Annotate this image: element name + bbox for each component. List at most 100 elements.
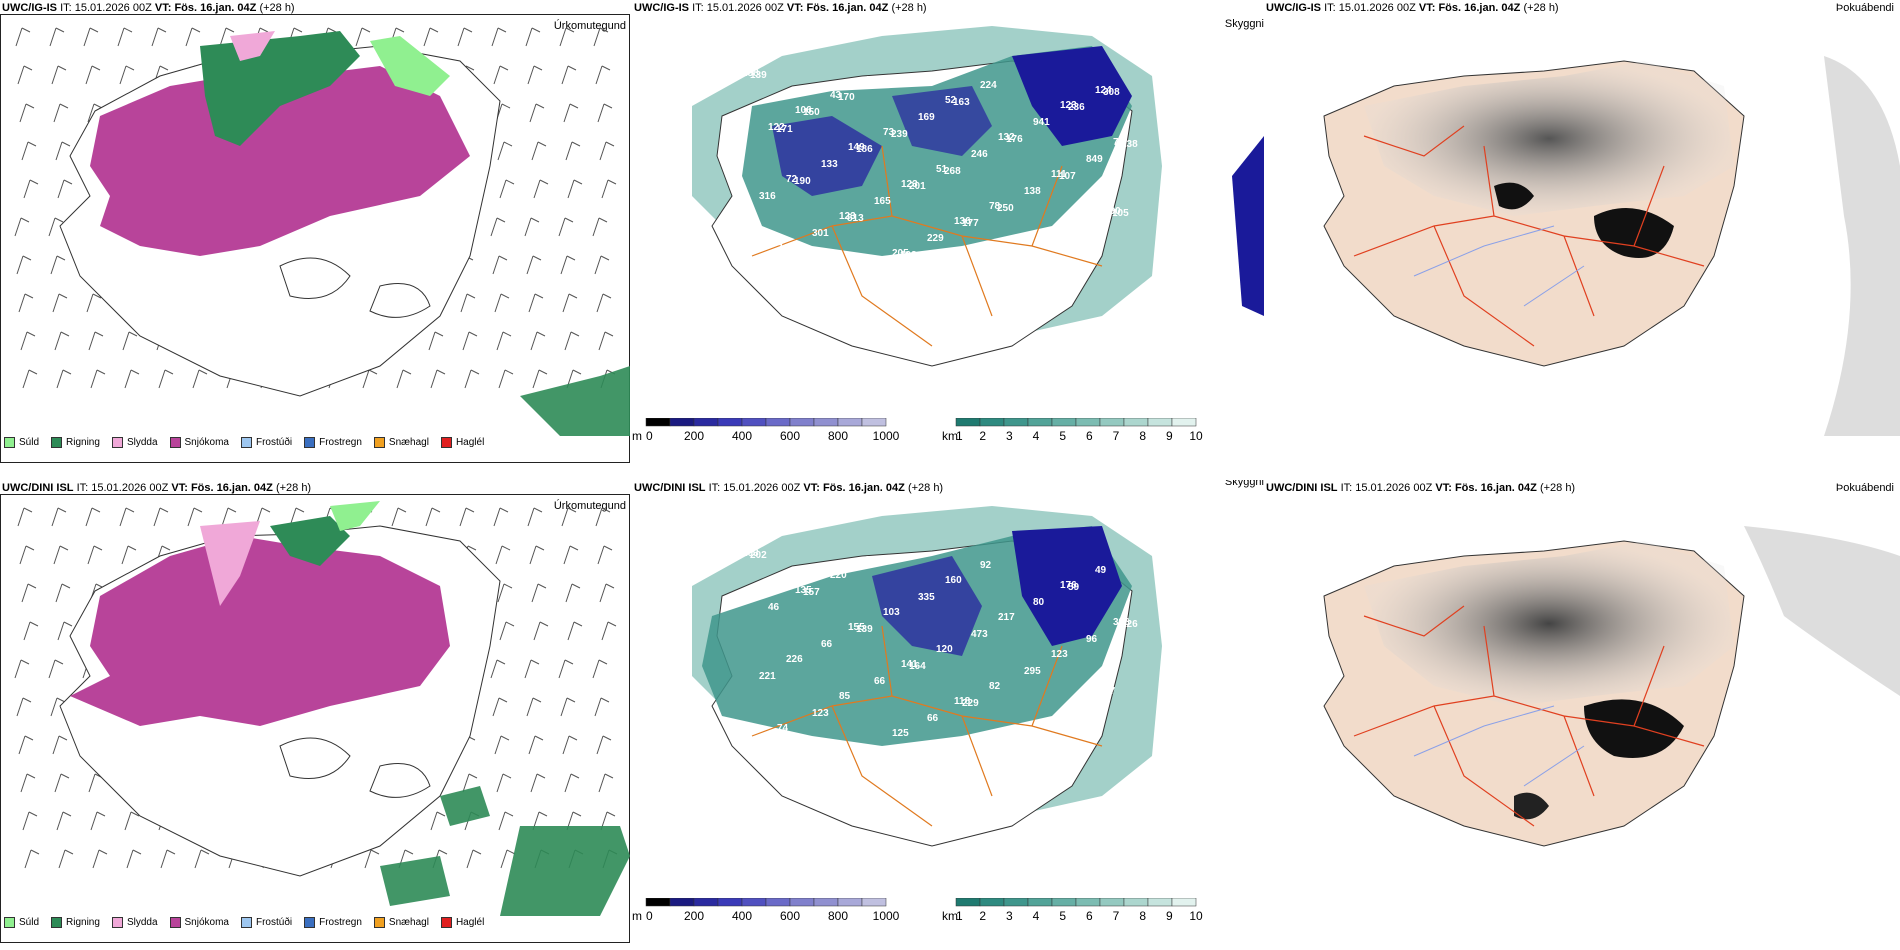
wind-barb bbox=[423, 27, 439, 47]
forecast-row-1: UWC/IG-IS IT: 15.01.2026 00Z VT: Fös. 16… bbox=[0, 0, 1900, 470]
wind-barb bbox=[19, 103, 35, 123]
colorbar-segment bbox=[669, 417, 695, 427]
visibility-value-label: 66 bbox=[874, 676, 886, 687]
colorbar-tick-label: 400 bbox=[732, 909, 752, 923]
precip-map[interactable] bbox=[0, 16, 630, 436]
precip-legend-label: Súld bbox=[19, 916, 40, 928]
colorbar-segment bbox=[1075, 897, 1101, 907]
visibility-value-label: 211 bbox=[1077, 703, 1094, 714]
wind-barb bbox=[58, 849, 74, 869]
wind-barb bbox=[530, 773, 546, 793]
dew-map[interactable] bbox=[1264, 496, 1900, 916]
wind-barb bbox=[457, 27, 473, 47]
colorbar-segment bbox=[717, 417, 743, 427]
precip-legend-swatch bbox=[4, 916, 15, 928]
visibility-value-label: 74 bbox=[777, 243, 789, 254]
rain-south-patches bbox=[380, 786, 630, 916]
wind-barb bbox=[16, 255, 32, 275]
colorbar-segment bbox=[789, 417, 815, 427]
visibility-map[interactable]: 103 135 155 141 118 155 176 396 226 85 125 160 217 12… bbox=[632, 496, 1264, 896]
wind-barb bbox=[119, 507, 135, 527]
drizzle-region bbox=[370, 36, 450, 96]
visibility-value-label: 176 bbox=[1006, 134, 1023, 145]
visibility-map[interactable]: 2581061491231361881237072123205521321111… bbox=[632, 16, 1264, 416]
wind-barb bbox=[126, 849, 142, 869]
wind-barb bbox=[593, 27, 609, 47]
precip-legend-swatch bbox=[304, 436, 316, 448]
visibility-value-label: 258 bbox=[742, 68, 759, 79]
visibility-value-label: 150 bbox=[803, 107, 820, 118]
precip-legend-label: Frostregn bbox=[319, 436, 362, 448]
visibility-value-label: 106 bbox=[795, 105, 812, 116]
colorbar-tick-label: 7 bbox=[1113, 909, 1120, 923]
precip-legend-item: Slydda bbox=[111, 436, 158, 448]
wind-barb bbox=[567, 621, 583, 641]
colorbar-segment bbox=[669, 897, 695, 907]
wind-barb bbox=[495, 545, 511, 565]
wind-barb bbox=[50, 697, 66, 717]
visibility-value-label: 160 bbox=[945, 575, 962, 586]
precip-type-panel: UWC/DINI ISL IT: 15.01.2026 00Z VT: Fös.… bbox=[0, 480, 632, 950]
colorbar-tick-label: 0 bbox=[646, 429, 653, 443]
visibility-value-label: 80 bbox=[1042, 238, 1054, 249]
dew-map[interactable] bbox=[1264, 16, 1900, 436]
wind-barb bbox=[18, 735, 34, 755]
visibility-value-label: 138 bbox=[1024, 186, 1041, 197]
precip-legend-item: Súld bbox=[4, 916, 40, 928]
precip-legend-label: Slydda bbox=[126, 436, 158, 448]
height-colorbar: m 0 200 400 600 800 1000 bbox=[632, 417, 932, 453]
visibility-value-label: 813 bbox=[847, 213, 864, 224]
panel-title: UWC/DINI ISL IT: 15.01.2026 00Z VT: Fös.… bbox=[1266, 482, 1576, 494]
wind-barb bbox=[22, 811, 38, 831]
visibility-value-label: 70 bbox=[1015, 255, 1027, 266]
precip-legend-label: Frostregn bbox=[319, 916, 362, 928]
colorbar-tick-label: 8 bbox=[1139, 429, 1146, 443]
visibility-value-label: 123 bbox=[812, 708, 829, 719]
visibility-value-label: 122 bbox=[768, 122, 785, 133]
wind-barb bbox=[56, 811, 72, 831]
precip-legend-label: Rigning bbox=[66, 916, 100, 928]
visibility-value-label: 376 bbox=[865, 555, 882, 566]
visibility-value-label: 170 bbox=[838, 92, 855, 103]
fog-indicator-north bbox=[1364, 541, 1734, 706]
wind-barb bbox=[92, 849, 108, 869]
wind-barb bbox=[85, 507, 101, 527]
colorbar-unit: m bbox=[632, 909, 642, 923]
visibility-value-label: 169 bbox=[918, 112, 935, 123]
wind-barb bbox=[497, 141, 513, 161]
precip-legend-item: Snæhagl bbox=[373, 436, 429, 448]
colorbar-segment bbox=[717, 897, 743, 907]
visibility-value-label: 80 bbox=[1033, 597, 1045, 608]
colorbar-segment bbox=[1147, 417, 1173, 427]
colorbar-segment bbox=[693, 417, 719, 427]
wind-barb bbox=[57, 179, 73, 199]
road-network bbox=[751, 145, 1103, 347]
colorbar-segment bbox=[1027, 417, 1053, 427]
road-network bbox=[751, 625, 1103, 827]
wind-barb bbox=[596, 293, 612, 313]
wind-barb bbox=[87, 545, 103, 565]
wind-barb bbox=[496, 773, 512, 793]
visibility-value-label: 105 bbox=[1112, 208, 1129, 219]
wind-barb bbox=[561, 507, 577, 527]
colorbar-tick-label: 10 bbox=[1189, 909, 1203, 923]
colorbar-tick-label: 3 bbox=[1006, 429, 1013, 443]
wind-barb bbox=[56, 369, 72, 389]
visibility-value-label: 278 bbox=[1015, 735, 1032, 746]
precip-map[interactable] bbox=[0, 496, 630, 916]
precip-legend-swatch bbox=[440, 436, 452, 448]
wind-barb bbox=[560, 255, 576, 275]
wind-barb bbox=[21, 583, 37, 603]
very-low-vis-region bbox=[892, 86, 992, 156]
colorbar-segment bbox=[741, 897, 767, 907]
visibility-value-label: 141 bbox=[901, 659, 918, 670]
precip-legend-label: Frostúði bbox=[255, 436, 293, 448]
wind-barb bbox=[500, 849, 516, 869]
colorbar-segment bbox=[1075, 417, 1101, 427]
wind-barb bbox=[558, 217, 574, 237]
wind-barb bbox=[526, 697, 542, 717]
visibility-panel: UWC/DINI ISL IT: 15.01.2026 00Z VT: Fös.… bbox=[632, 480, 1264, 950]
height-colorbar-svg: m 0 200 400 600 800 1000 bbox=[632, 417, 900, 443]
wind-barb bbox=[527, 507, 543, 527]
visibility-value-label: 125 bbox=[892, 728, 909, 739]
